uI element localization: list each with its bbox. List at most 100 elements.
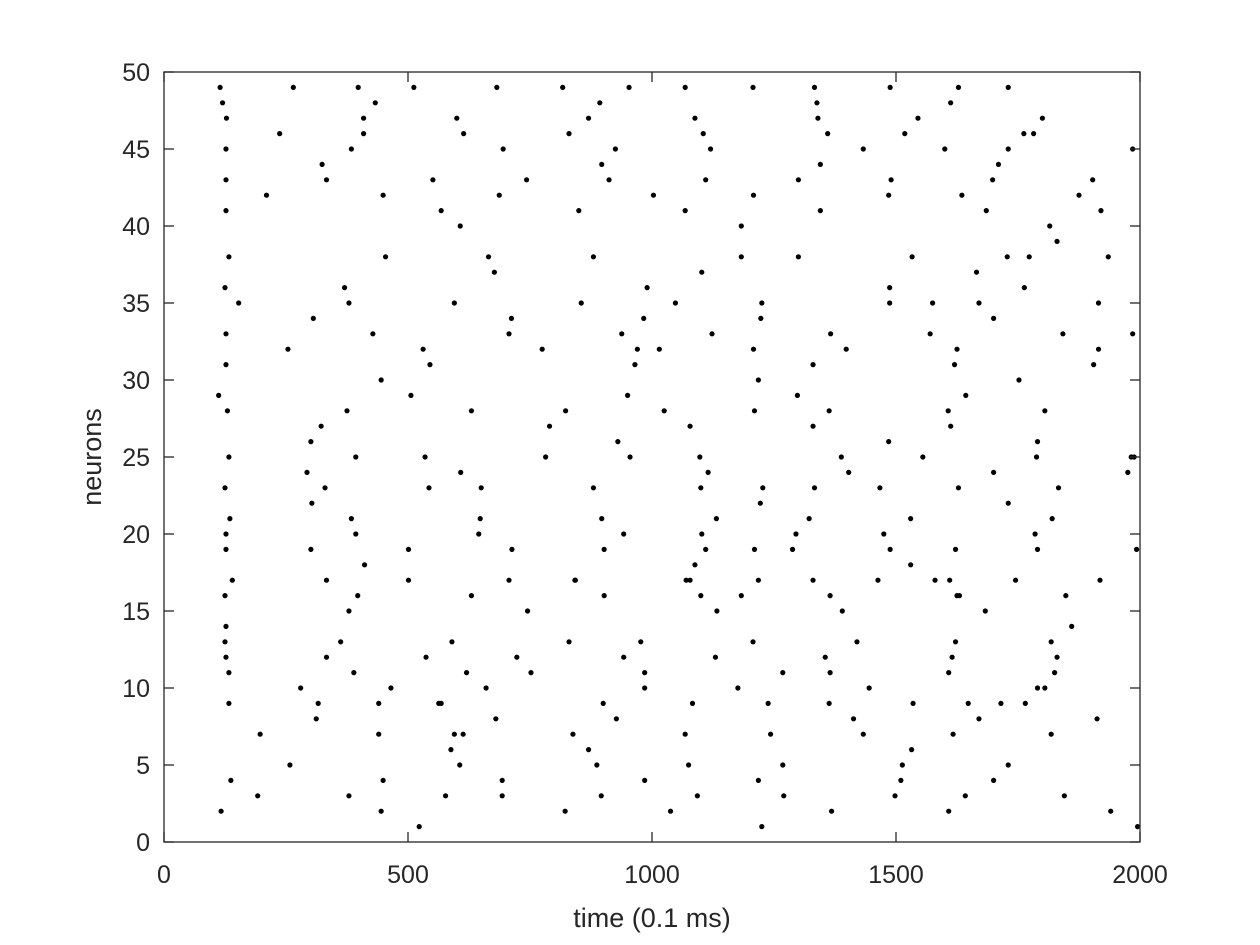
spike-point xyxy=(1022,700,1028,707)
spike-point xyxy=(682,84,688,90)
spike-point xyxy=(950,731,956,737)
spike-point xyxy=(478,485,484,491)
spike-point xyxy=(699,269,705,275)
spike-point xyxy=(751,546,758,553)
spike-point xyxy=(219,100,226,106)
spike-point xyxy=(817,161,823,167)
spike-point xyxy=(346,793,352,799)
spike-point xyxy=(408,392,414,398)
spike-point xyxy=(952,639,959,645)
spike-point xyxy=(380,777,386,784)
spike-point xyxy=(806,516,812,522)
spike-point xyxy=(353,531,359,537)
spike-point xyxy=(692,562,698,568)
spike-point xyxy=(826,408,832,414)
spike-point xyxy=(755,777,761,784)
y-tick-label: 15 xyxy=(122,598,150,626)
spike-point xyxy=(810,423,816,429)
spike-point xyxy=(780,762,786,768)
y-tick-label: 10 xyxy=(122,675,150,703)
spike-point xyxy=(881,531,887,537)
spike-point xyxy=(750,84,756,90)
spike-point xyxy=(1021,285,1027,291)
spike-point xyxy=(1061,793,1067,799)
x-tick-label: 500 xyxy=(387,861,429,889)
spike-point xyxy=(712,654,719,660)
spike-point xyxy=(1048,731,1054,737)
spike-point xyxy=(750,192,757,198)
spike-point xyxy=(313,716,319,722)
spike-point xyxy=(449,639,455,645)
spike-point xyxy=(817,208,823,214)
spike-point xyxy=(991,469,997,475)
spike-point xyxy=(698,485,704,491)
spike-point xyxy=(822,654,828,660)
spike-point xyxy=(376,731,382,737)
spike-point xyxy=(1031,131,1037,137)
y-tick-label: 0 xyxy=(136,829,150,857)
spike-point xyxy=(463,670,470,676)
spike-point xyxy=(378,808,384,814)
spike-point xyxy=(1005,84,1011,90)
spike-point xyxy=(494,84,500,90)
spike-point xyxy=(222,593,228,599)
spike-point xyxy=(755,377,761,383)
spike-point xyxy=(793,531,799,537)
spike-point xyxy=(948,100,954,106)
spike-point xyxy=(461,131,467,137)
spike-point xyxy=(223,208,229,214)
spike-point xyxy=(1021,131,1027,137)
spike-point xyxy=(811,485,818,491)
spike-point xyxy=(875,577,881,583)
spike-point xyxy=(438,208,444,214)
spike-point xyxy=(217,84,223,90)
spike-point xyxy=(826,700,832,707)
spike-point xyxy=(976,716,982,722)
spike-point xyxy=(506,577,512,583)
spike-point xyxy=(572,577,578,583)
spike-point xyxy=(405,577,412,583)
spike-point xyxy=(468,593,475,599)
y-tick-label: 25 xyxy=(122,444,150,472)
spike-point xyxy=(451,300,457,306)
spike-point xyxy=(1042,408,1048,414)
spike-point xyxy=(590,485,597,491)
spike-point xyxy=(632,362,638,368)
spike-point xyxy=(223,146,229,152)
spike-point xyxy=(1055,485,1062,491)
spike-point xyxy=(388,685,394,691)
spike-point xyxy=(376,700,382,707)
spike-point xyxy=(277,131,283,137)
spike-point xyxy=(506,331,512,337)
spike-point xyxy=(263,192,270,198)
spike-point xyxy=(946,670,952,676)
spike-point xyxy=(224,408,231,414)
spike-point xyxy=(223,115,230,121)
spike-point xyxy=(1039,115,1045,121)
spike-point xyxy=(411,84,417,90)
spike-point xyxy=(576,208,582,214)
spike-point xyxy=(827,670,833,676)
spike-point xyxy=(795,177,802,183)
spike-point xyxy=(955,84,962,90)
spike-point xyxy=(1060,331,1066,337)
spike-point xyxy=(423,654,429,660)
spike-point xyxy=(405,546,412,553)
x-axis-ticks: 0 500 1000 1500 2000 xyxy=(157,72,1168,889)
spike-point xyxy=(257,731,263,737)
spike-point xyxy=(601,546,607,553)
spike-point xyxy=(902,131,908,137)
spike-point xyxy=(493,716,499,722)
spike-point xyxy=(692,115,698,121)
spike-point xyxy=(955,485,962,491)
x-tick-label: 2000 xyxy=(1112,861,1168,889)
spike-point xyxy=(438,700,444,707)
spike-point xyxy=(794,392,801,398)
y-tick-label: 50 xyxy=(122,59,150,87)
spike-point xyxy=(422,454,428,460)
spike-point xyxy=(523,177,530,183)
spike-point xyxy=(348,516,354,522)
spike-point xyxy=(344,408,350,414)
spike-point xyxy=(638,639,644,645)
